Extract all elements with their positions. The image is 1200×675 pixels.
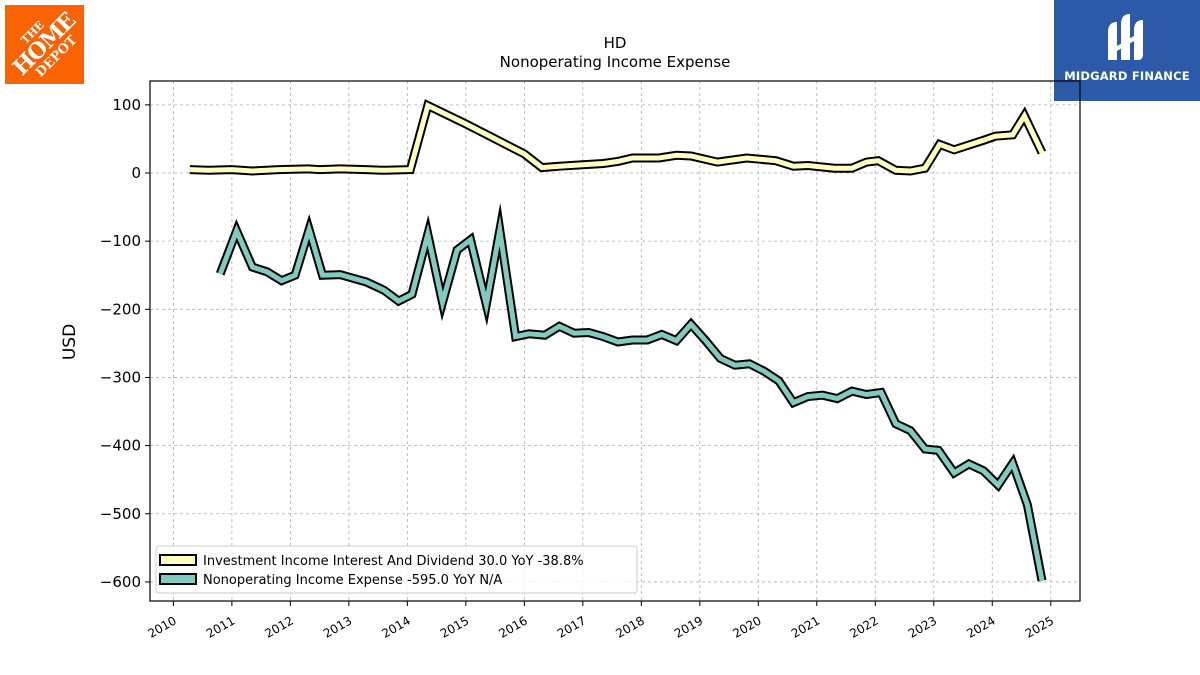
x-tick-label: 2020 [730,613,763,640]
chart-title: HD [604,34,627,52]
y-tick-label: −600 [100,573,141,591]
plot-frame [149,80,1081,602]
x-tick-label: 2016 [496,613,529,640]
legend-swatch-0 [159,554,197,566]
x-tick-label: 2012 [262,613,295,640]
y-tick-label: −100 [100,232,141,250]
midgard-finance-logo: MIDGARD FINANCE [1054,0,1200,101]
x-tick-label: 2011 [204,613,237,640]
x-tick-label: 2013 [321,613,354,640]
series-line-1 [217,214,1045,582]
y-tick-label: −500 [100,505,141,523]
home-depot-logo: THE HOME DEPOT [5,5,84,84]
y-tick-label: 0 [131,164,141,182]
series-lines [189,99,1047,582]
x-tick-label: 2025 [1023,613,1056,640]
x-tick-label: 2024 [964,613,997,640]
x-tick-label: 2019 [672,613,705,640]
midgard-m-icon [1108,14,1143,60]
legend-label-0: Investment Income Interest And Dividend … [203,554,584,569]
x-tick-label: 2015 [438,613,471,640]
legend: Investment Income Interest And Dividend … [155,545,638,594]
x-tick-label: 2014 [379,613,412,640]
y-axis-label: USD [60,324,80,360]
x-tick-label: 2022 [847,613,880,640]
legend-box [155,545,638,594]
y-tick-label: −400 [100,437,141,455]
x-tick-label: 2018 [613,613,646,640]
y-tick-label: −300 [100,368,141,386]
series-line-0 [189,101,1045,174]
x-tick-label: 2010 [145,613,178,640]
x-tick-label: 2017 [555,613,588,640]
legend-label-1: Nonoperating Income Expense -595.0 YoY N… [203,573,502,588]
legend-swatch-1 [159,573,197,585]
series-line-outline-1 [215,202,1047,582]
chart-subtitle: Nonoperating Income Expense [500,53,731,71]
midgard-finance-name: MIDGARD FINANCE [1064,69,1190,83]
y-tick-label: −200 [100,300,141,318]
x-tick-label: 2023 [906,613,939,640]
x-tick-label: 2021 [789,613,822,640]
y-tick-label: 100 [112,96,141,114]
